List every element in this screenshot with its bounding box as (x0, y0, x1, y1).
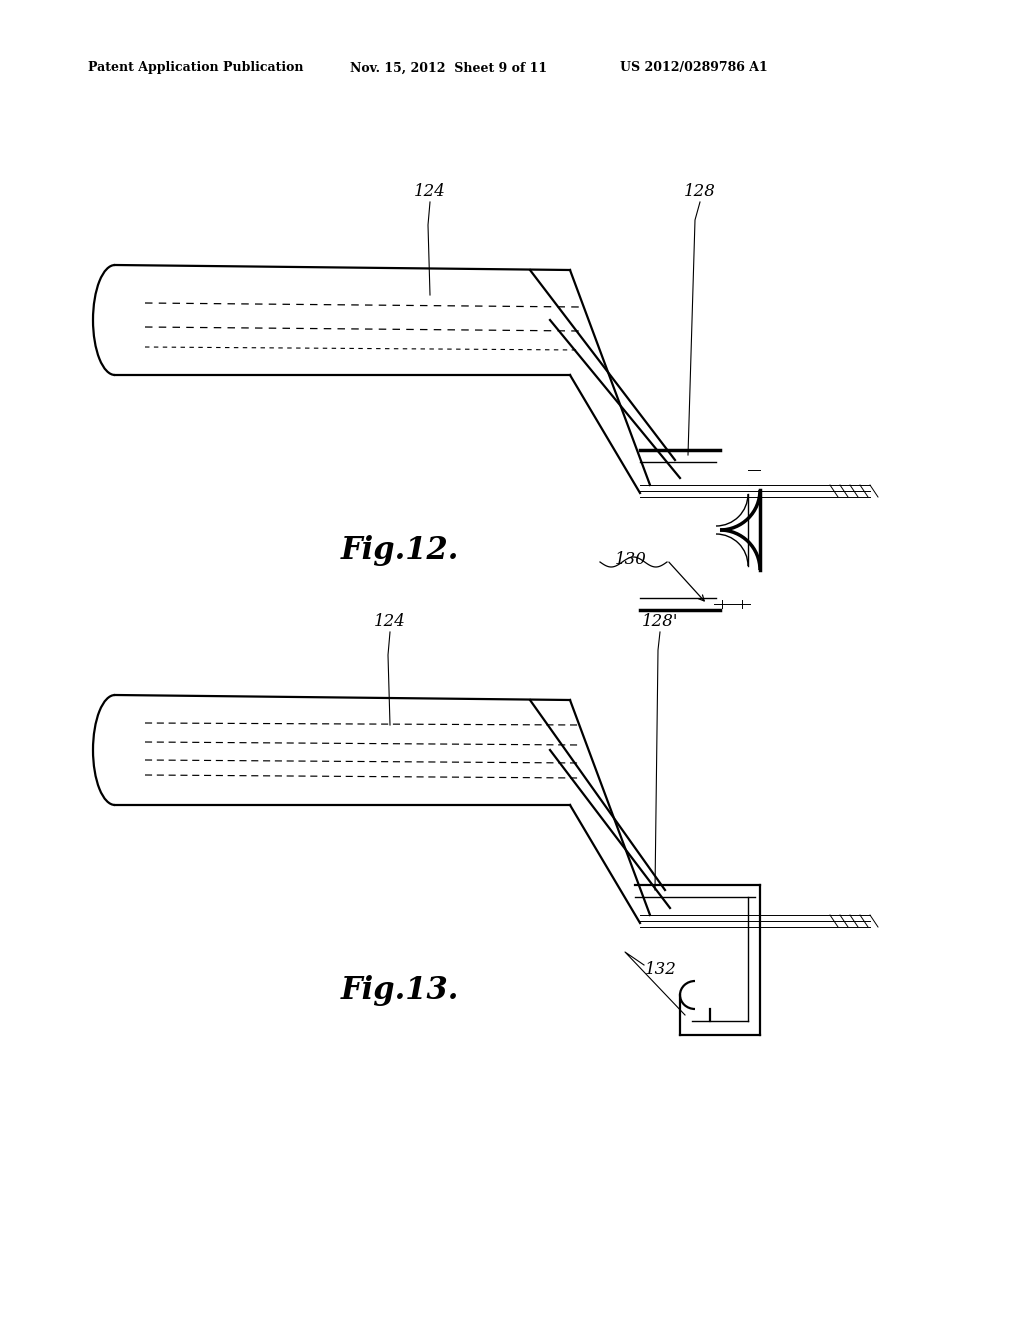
Text: 124: 124 (414, 183, 445, 201)
Text: 128: 128 (684, 183, 716, 201)
Text: 128': 128' (642, 614, 678, 631)
Text: 130: 130 (615, 552, 647, 569)
Text: Nov. 15, 2012  Sheet 9 of 11: Nov. 15, 2012 Sheet 9 of 11 (350, 62, 547, 74)
Text: US 2012/0289786 A1: US 2012/0289786 A1 (620, 62, 768, 74)
Text: 124: 124 (374, 614, 406, 631)
Text: Fig.12.: Fig.12. (341, 535, 459, 565)
Text: 132: 132 (645, 961, 677, 978)
Text: Patent Application Publication: Patent Application Publication (88, 62, 303, 74)
Text: Fig.13.: Fig.13. (341, 974, 459, 1006)
